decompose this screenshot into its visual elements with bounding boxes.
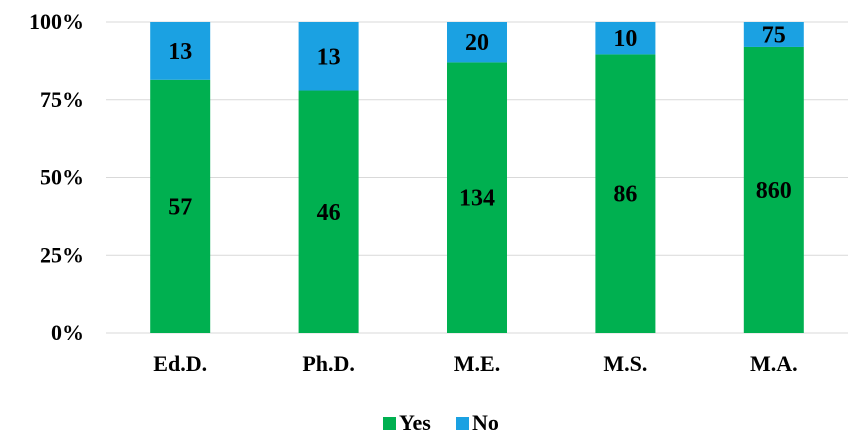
y-tick-label: 0% (51, 320, 84, 345)
bar-no-0 (150, 22, 211, 80)
data-label-yes-4: 860 (756, 178, 792, 204)
y-axis-tick-labels: 0% 25% 50% 75% 100% (29, 9, 84, 345)
bar-yes-4 (743, 46, 804, 333)
x-axis-tick-labels: Ed.D. Ph.D. M.E. M.S. M.A. (153, 351, 797, 376)
data-label-yes-1: 46 (317, 200, 341, 226)
data-label-yes-0: 57 (168, 194, 192, 220)
data-label-no-4: 75 (762, 22, 786, 48)
y-tick-label: 25% (40, 242, 84, 267)
y-tick-label: 100% (29, 9, 84, 34)
x-tick-label: M.S. (603, 351, 647, 376)
x-tick-label: Ed.D. (153, 351, 207, 376)
x-tick-label: M.A. (750, 351, 798, 376)
data-label-yes-2: 134 (459, 186, 495, 212)
bar-no-3 (595, 22, 656, 55)
bar-no-2 (447, 22, 507, 63)
data-label-yes-3: 86 (613, 182, 637, 208)
data-labels: 57 13 46 13 134 20 86 10 860 75 (168, 22, 792, 225)
bars (150, 22, 804, 333)
legend-label-yes: Yes (399, 410, 431, 435)
bar-no-4 (743, 22, 804, 47)
data-label-no-0: 13 (168, 39, 192, 65)
bar-yes-2 (447, 62, 507, 333)
data-label-no-3: 10 (613, 26, 637, 52)
legend-swatch-no (456, 417, 469, 430)
bar-yes-3 (595, 54, 656, 333)
bar-yes-1 (298, 90, 359, 333)
data-label-no-2: 20 (465, 30, 489, 56)
bar-no-1 (298, 22, 359, 91)
x-tick-label: Ph.D. (302, 351, 355, 376)
y-tick-label: 50% (40, 165, 84, 190)
legend-label-no: No (472, 410, 499, 435)
bar-yes-0 (150, 79, 211, 333)
legend: Yes No (383, 410, 499, 435)
x-tick-label: M.E. (454, 351, 500, 376)
legend-swatch-yes (383, 417, 396, 430)
data-label-no-1: 13 (317, 44, 341, 70)
y-tick-label: 75% (40, 87, 84, 112)
